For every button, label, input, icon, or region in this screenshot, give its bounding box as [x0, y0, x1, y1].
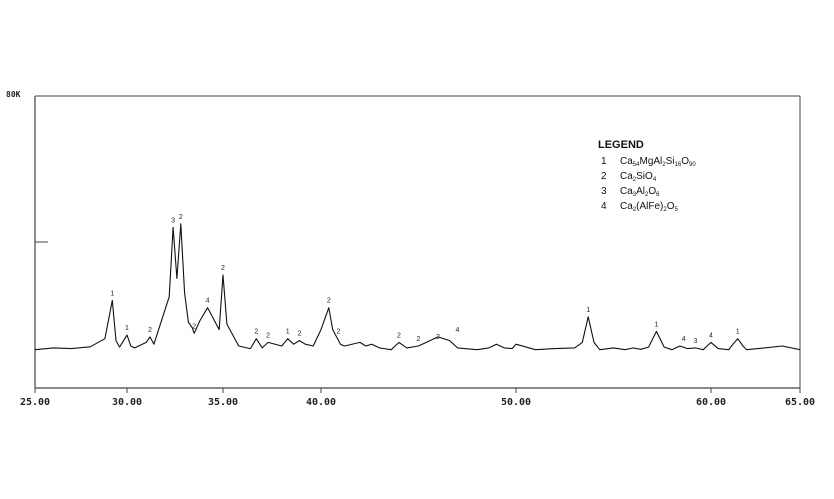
spectrum-line [34, 223, 801, 351]
peak-label: 1 [654, 321, 658, 328]
legend-entry-formula: Ca3Al2O6 [620, 186, 660, 198]
x-tick-label: 40.00 [306, 397, 336, 408]
peak-label: 1 [286, 329, 290, 336]
x-tick-label: 25.00 [20, 397, 50, 408]
y-max-label: 80K [6, 90, 21, 99]
peak-label: 2 [327, 298, 331, 305]
peak-label: 2 [221, 265, 225, 272]
legend-entry-formula: Ca2(AlFe)2O5 [620, 201, 679, 213]
peak-label: 1 [736, 329, 740, 336]
x-tick-label: 65.00 [785, 397, 815, 408]
x-tick-label: 60.00 [696, 397, 726, 408]
legend-entry-formula: Ca54MgAl2Si16O90 [620, 156, 696, 168]
peak-label: 2 [179, 214, 183, 221]
legend-entry-number: 3 [601, 186, 607, 197]
peak-label: 3 [693, 338, 697, 345]
x-tick-label: 50.00 [501, 397, 531, 408]
x-tick-label: 30.00 [112, 397, 142, 408]
peak-label: 2 [397, 332, 401, 339]
legend-entry-number: 1 [601, 156, 607, 167]
spectrum-series [34, 223, 801, 351]
peak-label: 1 [586, 307, 590, 314]
legend: LEGEND 1 Ca54MgAl2Si16O90 2 Ca2SiO4 3 Ca3Al2O6… [598, 139, 696, 213]
peak-label: 2 [192, 323, 196, 330]
peak-label: 2 [436, 334, 440, 341]
x-axis-ticks: 25.00 30.00 35.00 40.00 50.00 60.00 65.00 [20, 388, 815, 408]
legend-entry-number: 4 [601, 201, 607, 212]
peak-label: 2 [254, 329, 258, 336]
peak-label: 2 [148, 327, 152, 334]
legend-title: LEGEND [598, 139, 644, 151]
x-tick-label: 35.00 [208, 397, 238, 408]
peak-label: 2 [297, 331, 301, 338]
peak-label: 2 [337, 329, 341, 336]
legend-entry-formula: Ca2SiO4 [620, 171, 657, 183]
legend-entry-number: 2 [601, 171, 607, 182]
peak-label: 4 [206, 298, 210, 305]
peak-label: 4 [682, 336, 686, 343]
peak-label: 2 [266, 332, 270, 339]
peak-label: 1 [125, 325, 129, 332]
peak-label: 4 [456, 327, 460, 334]
peak-label: 2 [417, 336, 421, 343]
peak-label: 4 [709, 332, 713, 339]
peak-label: 3 [171, 217, 175, 224]
peak-label: 1 [110, 290, 114, 297]
plot-frame [34, 95, 801, 389]
